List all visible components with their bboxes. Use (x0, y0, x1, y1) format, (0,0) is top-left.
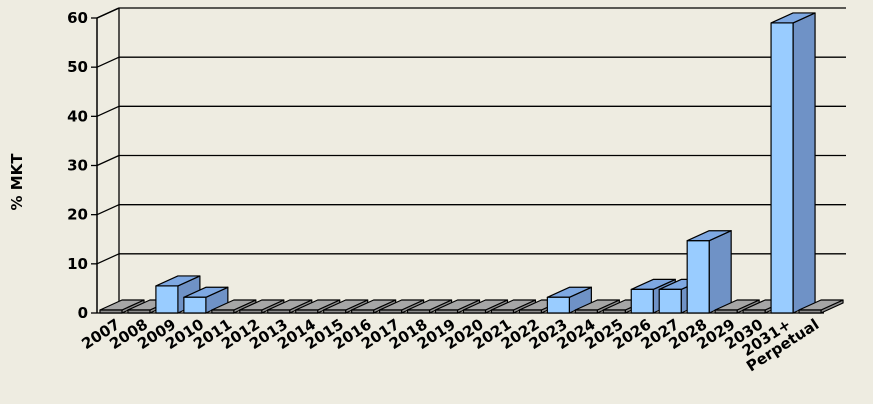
bar (183, 286, 229, 314)
y-tick-label: 20 (67, 206, 88, 224)
gridline-side (96, 253, 120, 265)
bars (99, 12, 844, 314)
bar (546, 286, 592, 314)
bar (686, 230, 732, 314)
bar (434, 299, 481, 314)
bar (798, 299, 844, 314)
x-tick-labels: 2007200820092010201120122013201420152016… (78, 315, 822, 375)
y-tick-labels: 0 10 20 30 40 50 60 (67, 9, 88, 322)
gridlines (96, 7, 846, 265)
gridline-side (96, 105, 120, 117)
y-tick-label: 10 (67, 255, 88, 273)
y-axis-label: % MKT (8, 153, 26, 211)
y-tick-label: 40 (67, 107, 88, 125)
y-tick-label: 60 (67, 9, 88, 27)
y-tick-label: 50 (67, 58, 88, 76)
y-tick-label: 30 (67, 157, 88, 175)
bar (770, 12, 816, 314)
gridline-side (96, 56, 120, 68)
y-tick-label: 0 (78, 304, 88, 322)
gridline-side (96, 154, 120, 167)
wall-top-edge (96, 7, 120, 19)
gridline-side (96, 204, 120, 216)
